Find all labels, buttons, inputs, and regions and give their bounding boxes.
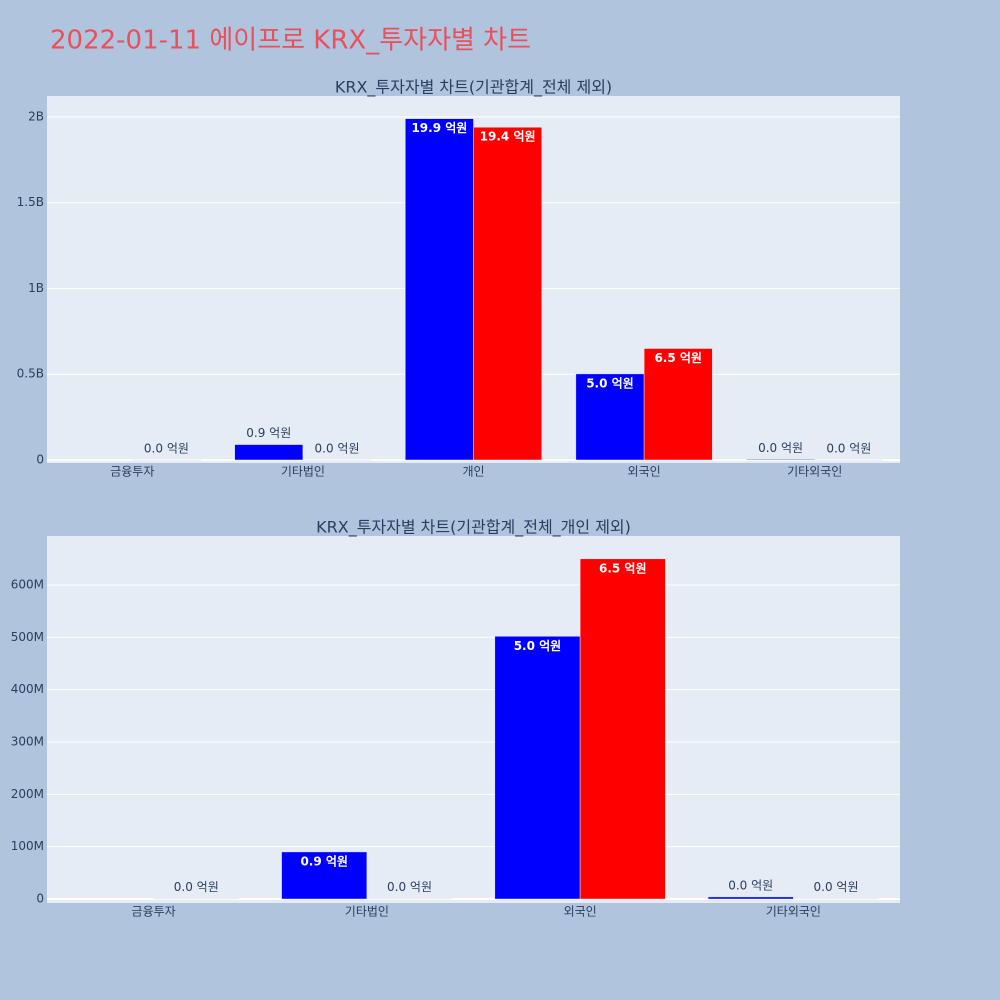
bar: [643, 348, 713, 461]
bar: [494, 636, 581, 900]
x-tick-label: 기타법인: [345, 905, 389, 919]
y-tick-label: 2B: [28, 109, 44, 123]
value-label: 5.0 억원: [514, 639, 562, 653]
value-label: 0.0 억원: [826, 441, 871, 455]
bar: [746, 459, 815, 461]
x-tick-label: 외국인: [564, 905, 597, 919]
y-tick-label: 0.5B: [17, 367, 44, 381]
y-tick-label: 1.5B: [17, 195, 44, 209]
page-title: 2022-01-11 에이프로 KRX_투자자별 차트: [50, 26, 531, 56]
value-label: 0.0 억원: [315, 441, 360, 455]
y-tick-label: 500M: [11, 630, 44, 644]
bar: [132, 459, 201, 461]
y-tick-label: 600M: [11, 577, 44, 591]
chart-title: KRX_투자자별 차트(기관합계_전체_개인 제외): [316, 518, 631, 538]
plot-area: [47, 536, 900, 903]
value-label: 0.9 억원: [246, 426, 291, 440]
value-label: 0.9 억원: [300, 854, 348, 868]
y-tick-label: 100M: [11, 839, 44, 853]
value-label: 0.0 억원: [174, 880, 219, 894]
x-tick-label: 외국인: [628, 465, 661, 479]
bar: [814, 459, 884, 461]
x-tick-label: 기타법인: [281, 465, 325, 479]
y-tick-label: 300M: [11, 735, 44, 749]
value-label: 19.4 억원: [480, 130, 536, 144]
value-label: 6.5 억원: [654, 351, 702, 365]
y-tick-label: 0: [36, 452, 44, 466]
value-label: 0.0 억원: [387, 880, 432, 894]
bar: [234, 444, 304, 461]
x-tick-label: 개인: [462, 465, 484, 479]
value-label: 0.0 억원: [144, 441, 189, 455]
x-tick-label: 기타외국인: [766, 905, 821, 919]
value-label: 5.0 억원: [586, 376, 634, 390]
x-tick-label: 금융투자: [132, 905, 176, 919]
value-label: 0.0 억원: [758, 441, 803, 455]
bar: [366, 898, 453, 900]
bar: [405, 118, 474, 461]
value-label: 6.5 억원: [599, 561, 647, 575]
bar: [579, 558, 666, 900]
y-tick-label: 200M: [11, 787, 44, 801]
x-tick-label: 금융투자: [110, 465, 154, 479]
bar: [302, 459, 372, 461]
y-tick-label: 1B: [28, 281, 44, 295]
x-tick-label: 기타외국인: [787, 465, 842, 479]
y-tick-label: 0: [36, 892, 44, 906]
value-label: 0.0 억원: [728, 878, 773, 892]
bar: [793, 898, 879, 900]
value-label: 0.0 억원: [814, 880, 859, 894]
chart-title: KRX_투자자별 차트(기관합계_전체 제외): [335, 78, 612, 98]
bar: [707, 896, 794, 900]
bar: [575, 373, 645, 461]
bar: [153, 898, 240, 900]
value-label: 19.9 억원: [411, 121, 467, 135]
bar: [473, 126, 542, 461]
bar: [281, 851, 368, 900]
y-tick-label: 400M: [11, 682, 44, 696]
